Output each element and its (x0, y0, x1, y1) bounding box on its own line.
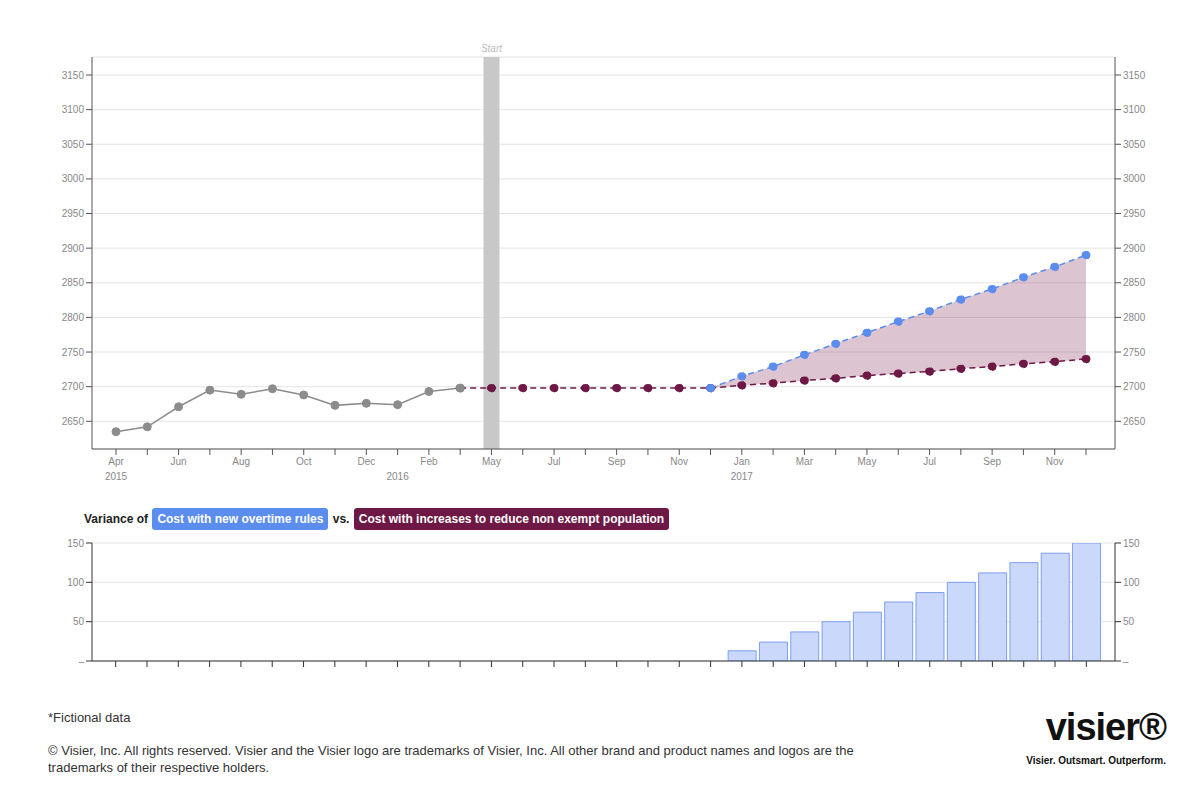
svg-text:–: – (78, 656, 84, 667)
svg-text:2950: 2950 (62, 208, 85, 219)
svg-text:Oct: Oct (296, 456, 312, 467)
svg-text:–: – (1123, 656, 1129, 667)
svg-text:Start: Start (481, 43, 503, 54)
svg-text:2015: 2015 (105, 471, 128, 482)
svg-text:Mar: Mar (796, 456, 814, 467)
html-text:*Fictional data: *Fictional data (48, 710, 131, 725)
svg-text:2017: 2017 (731, 471, 754, 482)
svg-text:2850: 2850 (1123, 277, 1146, 288)
svg-text:2700: 2700 (1123, 381, 1146, 392)
svg-text:Nov: Nov (670, 456, 688, 467)
svg-text:2750: 2750 (1123, 347, 1146, 358)
svg-text:100: 100 (67, 577, 84, 588)
svg-text:2900: 2900 (1123, 243, 1146, 254)
svg-text:2750: 2750 (62, 347, 85, 358)
svg-text:Jan: Jan (734, 456, 750, 467)
html-text:Cost with increases to reduce: Cost with increases to reduce non exempt… (358, 512, 665, 526)
svg-text:Aug: Aug (232, 456, 250, 467)
svg-text:3100: 3100 (62, 104, 85, 115)
html-text:vs.: vs. (329, 512, 353, 526)
svg-text:3100: 3100 (1123, 104, 1146, 115)
svg-text:Jul: Jul (923, 456, 936, 467)
html-text:Cost with new overtime rules: Cost with new overtime rules (157, 512, 324, 526)
svg-text:May: May (858, 456, 877, 467)
svg-text:2950: 2950 (1123, 208, 1146, 219)
svg-text:2800: 2800 (62, 312, 85, 323)
svg-text:2700: 2700 (62, 381, 85, 392)
html-text:Variance of: Variance of (84, 512, 152, 526)
svg-text:2650: 2650 (62, 416, 85, 427)
svg-text:Nov: Nov (1046, 456, 1064, 467)
svg-text:2016: 2016 (386, 471, 409, 482)
svg-text:100: 100 (1123, 577, 1140, 588)
svg-text:2650: 2650 (1123, 416, 1146, 427)
svg-text:2900: 2900 (62, 243, 85, 254)
svg-text:2800: 2800 (1123, 312, 1146, 323)
svg-text:3150: 3150 (1123, 70, 1146, 81)
svg-text:3000: 3000 (62, 173, 85, 184)
svg-text:Apr: Apr (108, 456, 124, 467)
svg-text:Sep: Sep (608, 456, 626, 467)
svg-text:50: 50 (1123, 616, 1135, 627)
svg-text:150: 150 (1123, 538, 1140, 549)
html-text:visier®: visier® (1045, 706, 1166, 748)
svg-text:3150: 3150 (62, 70, 85, 81)
html-text:© Visier, Inc. All rights rese: © Visier, Inc. All rights reserved. Visi… (48, 743, 854, 775)
svg-text:Dec: Dec (357, 456, 375, 467)
svg-text:50: 50 (73, 616, 85, 627)
svg-text:3000: 3000 (1123, 173, 1146, 184)
svg-text:2850: 2850 (62, 277, 85, 288)
svg-text:Feb: Feb (420, 456, 438, 467)
svg-text:Jun: Jun (171, 456, 187, 467)
html-text:Visier. Outsmart. Outperform.: Visier. Outsmart. Outperform. (1026, 755, 1166, 766)
svg-text:May: May (482, 456, 501, 467)
svg-text:Sep: Sep (983, 456, 1001, 467)
svg-text:3050: 3050 (1123, 139, 1146, 150)
svg-text:Jul: Jul (548, 456, 561, 467)
svg-text:150: 150 (67, 538, 84, 549)
svg-text:3050: 3050 (62, 139, 85, 150)
